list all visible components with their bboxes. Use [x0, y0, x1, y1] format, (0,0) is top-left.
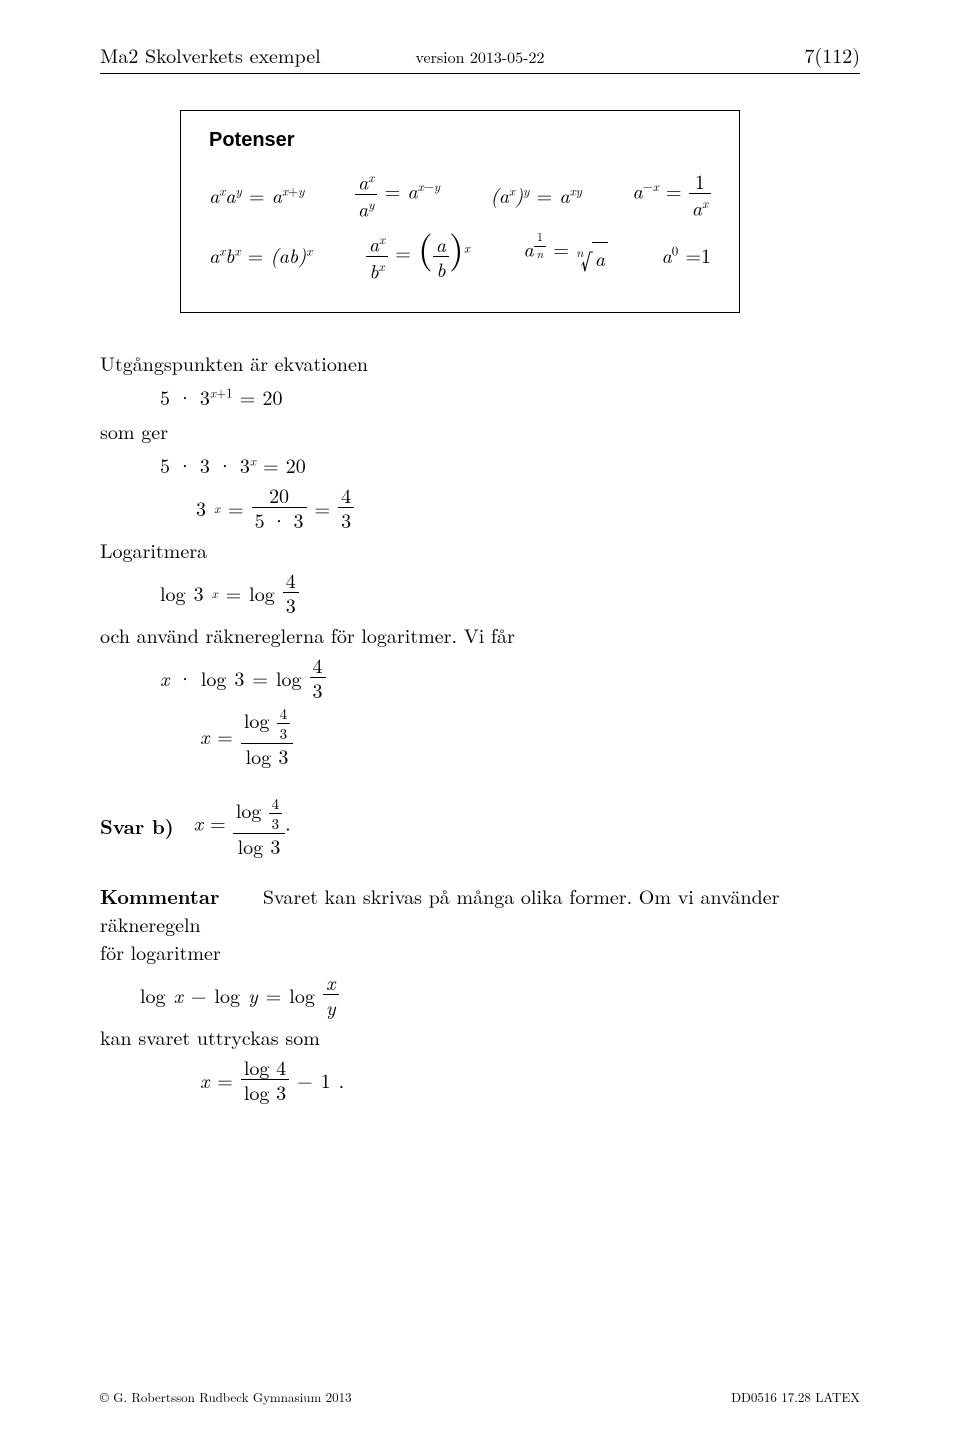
formula-row-1: axay = ax+y ax ay = ax−y (ax)y = axy a−x…: [209, 170, 711, 218]
header-right: 7(112): [607, 40, 860, 69]
kommentar-row: Kommentar Svaret kan skrivas på många ol…: [100, 882, 860, 938]
formula-axay: axay = ax+y: [209, 180, 304, 209]
eq-final: x = log 4 log 3 − 1.: [200, 1057, 860, 1102]
eq-6: x = log 43 log 3: [200, 706, 860, 766]
eq-5: x · log 3 = log 43: [160, 655, 860, 700]
text-forlog: för logaritmer: [100, 938, 860, 966]
formula-aminusx: a−x = 1 ax: [632, 171, 711, 218]
page: Ma2 Skolverkets exempel version 2013-05-…: [0, 0, 960, 1436]
text-utg: Utgångspunkten är ekvationen: [100, 349, 860, 377]
formula-axy: (ax)y = axy: [491, 180, 583, 209]
page-footer: © G. Robertsson Rudbeck Gymnasium 2013 D…: [100, 1387, 860, 1406]
eq-3: 3x = 205 · 3 = 43: [196, 485, 860, 530]
footer-left: © G. Robertsson Rudbeck Gymnasium 2013: [100, 1387, 352, 1406]
eq-logrule: log x − log y = log xy: [140, 972, 860, 1017]
svar-expr: x = log 43 log 3 .: [194, 796, 291, 856]
formula-box: Potenser axay = ax+y ax ay = ax−y (ax)y …: [180, 110, 740, 313]
formula-ax-over-ay: ax ay = ax−y: [355, 170, 440, 218]
text-ochanv: och använd räknereglerna för logaritmer.…: [100, 621, 860, 649]
svar-row: Svar b) x = log 43 log 3 .: [100, 796, 860, 856]
eq-4: log 3x = log 43: [160, 570, 860, 615]
formula-row-2: axbx = (ab)x ax bx = ( a b )x a1n = n√a: [209, 228, 711, 280]
formula-nth-root: a1n = n√a: [523, 232, 608, 276]
formula-axbx: axbx = (ab)x: [209, 240, 312, 269]
footer-right: DD0516 17.28 LATEX: [731, 1387, 860, 1406]
kommentar-label: Kommentar: [100, 881, 219, 910]
body: Utgångspunkten är ekvationen 5 · 3x+1 = …: [100, 349, 860, 1102]
header-left: Ma2 Skolverkets exempel: [100, 40, 353, 69]
formula-ax-over-bx: ax bx = ( a b )x: [366, 228, 470, 280]
page-header: Ma2 Skolverkets exempel version 2013-05-…: [100, 40, 860, 74]
text-kansvaret: kan svaret uttryckas som: [100, 1023, 860, 1051]
text-logaritmera: Logaritmera: [100, 536, 860, 564]
header-mid: version 2013-05-22: [353, 45, 606, 68]
eq-2: 5 · 3 · 3x = 20: [160, 451, 860, 479]
svar-label: Svar b): [100, 812, 174, 840]
text-somger: som ger: [100, 417, 860, 445]
formula-a0: a0 =1: [662, 240, 711, 269]
formula-box-title: Potenser: [209, 129, 711, 152]
eq-1: 5 · 3x+1 = 20: [160, 383, 860, 411]
